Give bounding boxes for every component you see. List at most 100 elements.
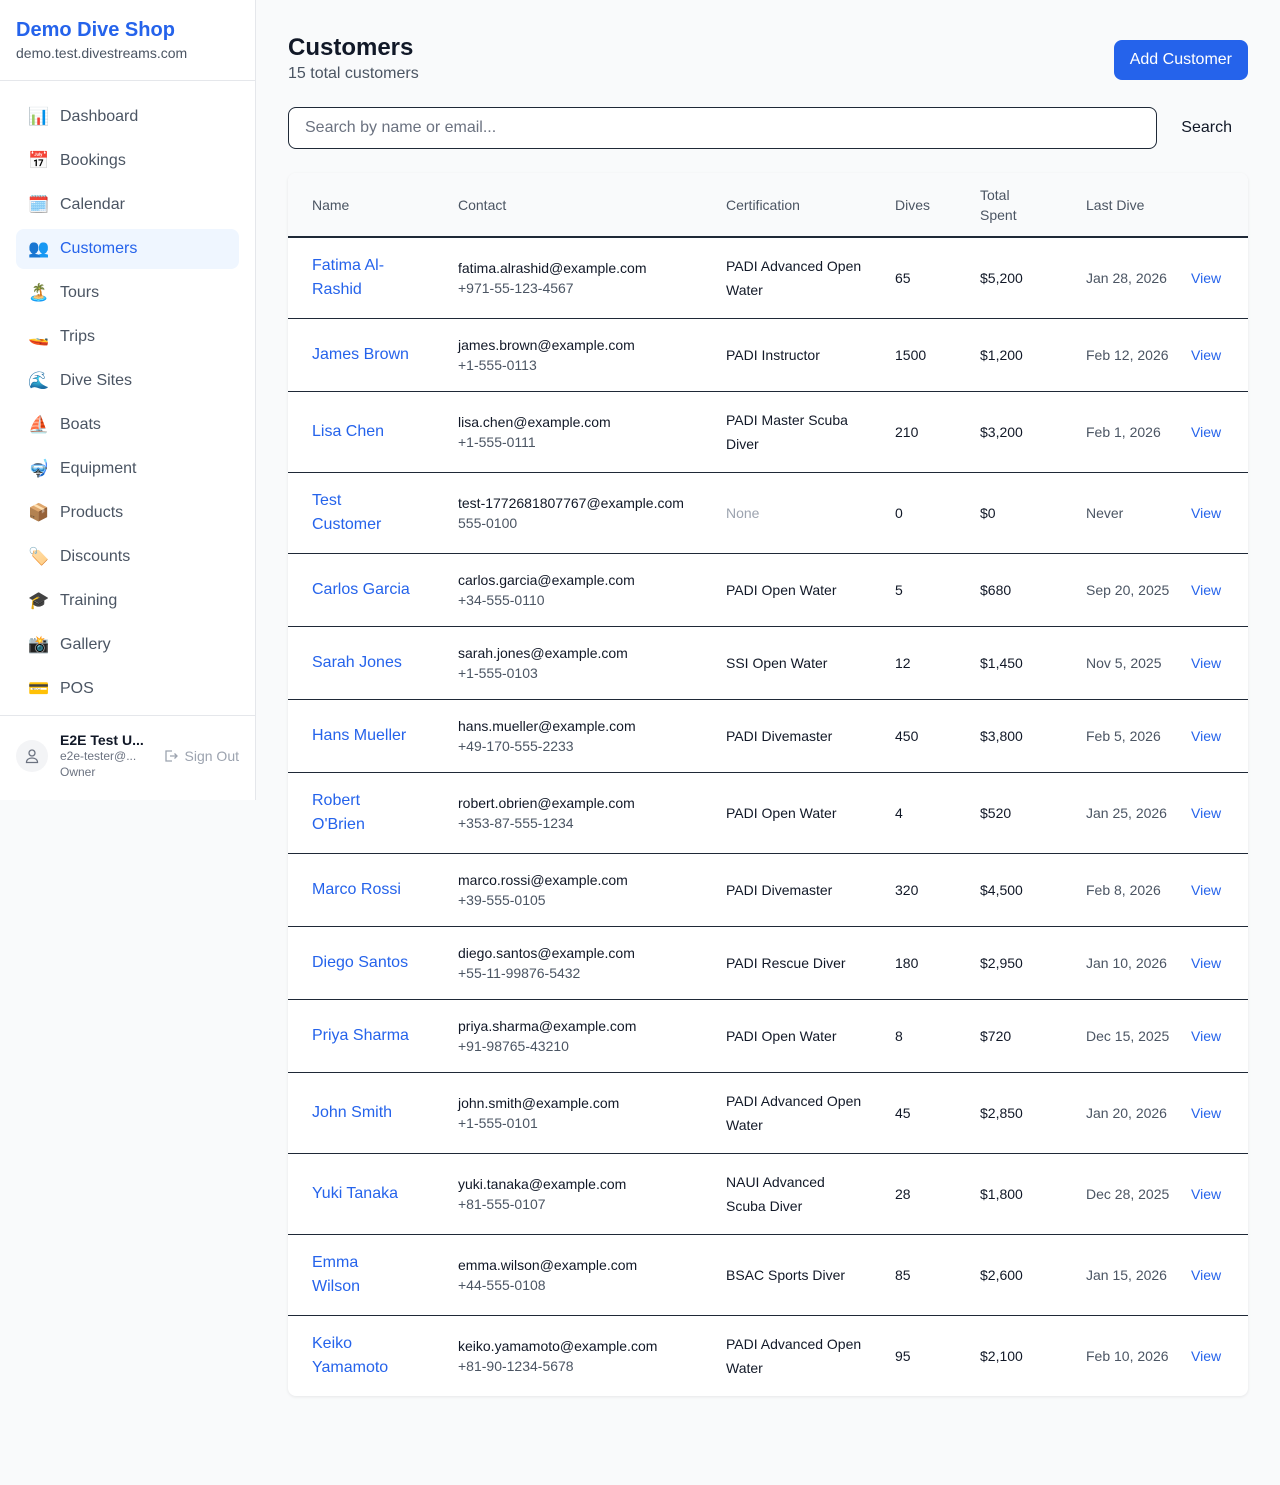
view-link[interactable]: View (1191, 1105, 1222, 1121)
customer-name-link[interactable]: Diego Santos (312, 954, 409, 971)
actions-cell: View (1191, 318, 1248, 392)
contact-cell: priya.sharma@example.com +91-98765-43210 (458, 999, 726, 1073)
total-spent: $2,100 (980, 1348, 1023, 1364)
sidebar-item-dive-sites[interactable]: 🌊 Dive Sites (16, 361, 239, 401)
sidebar-item-label: Gallery (60, 636, 111, 653)
customer-name-link[interactable]: Priya Sharma (312, 1027, 409, 1044)
search-button[interactable]: Search (1165, 119, 1248, 137)
view-link[interactable]: View (1191, 955, 1222, 971)
customer-email: yuki.tanaka@example.com (458, 1176, 627, 1192)
add-customer-button[interactable]: Add Customer (1113, 40, 1248, 80)
sidebar-item-trips[interactable]: 🚤 Trips (16, 317, 239, 357)
customer-name-link[interactable]: Marco Rossi (312, 881, 401, 898)
sidebar-item-calendar[interactable]: 🗓️ Calendar (16, 185, 239, 225)
table-row: Marco Rossi marco.rossi@example.com +39-55… (288, 853, 1248, 927)
user-email: e2e-tester@... (60, 749, 137, 763)
island-icon: 🏝️ (28, 283, 50, 302)
dives: 320 (895, 853, 980, 927)
certification: SSI Open Water (726, 626, 895, 700)
dives: 5 (895, 553, 980, 627)
customer-name-link[interactable]: Hans Mueller (312, 727, 407, 744)
dives: 210 (895, 391, 980, 473)
view-link[interactable]: View (1191, 1028, 1222, 1044)
customer-name-link[interactable]: John Smith (312, 1104, 393, 1121)
search-input[interactable] (288, 107, 1158, 149)
view-link[interactable]: View (1191, 655, 1222, 671)
total-spent: $2,600 (980, 1234, 1086, 1316)
dives: 0 (895, 472, 980, 554)
main-content: Customers 15 total customers Add Custome… (288, 32, 1248, 1396)
customer-phone: +55-11-99876-5432 (458, 965, 581, 981)
view-link[interactable]: View (1191, 270, 1222, 286)
customer-email: carlos.garcia@example.com (458, 572, 635, 588)
table-row: Fatima Al-Rashid fatima.alrashid@example.… (288, 237, 1248, 319)
sidebar-item-gallery[interactable]: 📸 Gallery (16, 625, 239, 665)
view-link[interactable]: View (1191, 1267, 1222, 1283)
table-row: Keiko Yamamoto keiko.yamamoto@example.com… (288, 1316, 1248, 1397)
sidebar-nav: 📊 Dashboard 📅 Bookings 🗓️ Calendar 👥 Customers 🏝… (0, 81, 255, 709)
customer-name-link[interactable]: Lisa Chen (312, 423, 385, 440)
customer-phone: 555-0100 (458, 515, 518, 531)
customer-name-link[interactable]: Yuki Tanaka (312, 1185, 398, 1202)
contact-cell: yuki.tanaka@example.com +81-555-0107 (458, 1153, 726, 1235)
view-link[interactable]: View (1191, 347, 1222, 363)
table-row: Test Customer test-1772681807767@example.… (288, 472, 1248, 554)
name-cell: Priya Sharma (288, 999, 458, 1073)
dives: 4 (895, 772, 980, 854)
total-spent: $4,500 (980, 853, 1086, 927)
customer-name-link[interactable]: Emma Wilson (312, 1254, 361, 1295)
view-link[interactable]: View (1191, 1348, 1222, 1364)
name-cell: John Smith (288, 1072, 458, 1154)
actions-cell: View (1191, 999, 1248, 1073)
sign-out-icon (164, 750, 178, 762)
view-link[interactable]: View (1191, 1186, 1222, 1202)
view-link[interactable]: View (1191, 505, 1222, 521)
actions-cell: View (1191, 1316, 1248, 1397)
sidebar-item-bookings[interactable]: 📅 Bookings (16, 141, 239, 181)
sidebar-item-tours[interactable]: 🏝️ Tours (16, 273, 239, 313)
customer-name-link[interactable]: Carlos Garcia (312, 581, 410, 598)
customer-name-link[interactable]: Robert O'Brien (312, 792, 365, 833)
sidebar-item-discounts[interactable]: 🏷️ Discounts (16, 537, 239, 577)
dives: 1500 (895, 318, 980, 392)
customer-name-link[interactable]: Test Customer (312, 492, 382, 533)
name-cell: Marco Rossi (288, 853, 458, 927)
view-link[interactable]: View (1191, 728, 1222, 744)
certification: PADI Advanced Open Water (726, 1072, 895, 1154)
sidebar-item-equipment[interactable]: 🤿 Equipment (16, 449, 239, 489)
last-dive: Dec 28, 2025 (1086, 1153, 1191, 1235)
customer-phone: +1-555-0101 (458, 1115, 538, 1131)
view-link[interactable]: View (1191, 424, 1222, 440)
contact-cell: fatima.alrashid@example.com +971-55-123-4… (458, 237, 726, 319)
customer-name-link[interactable]: Fatima Al-Rashid (312, 257, 385, 298)
sign-out-button[interactable]: Sign Out (163, 748, 239, 764)
view-link[interactable]: View (1191, 805, 1222, 821)
actions-cell: View (1191, 1153, 1248, 1235)
certification: PADI Open Water (726, 772, 895, 854)
view-link[interactable]: View (1191, 582, 1222, 598)
diving-mask-icon: 🤿 (28, 459, 50, 478)
name-cell: Yuki Tanaka (288, 1153, 458, 1235)
column-header (1191, 173, 1248, 238)
sidebar-item-products[interactable]: 📦 Products (16, 493, 239, 533)
customer-name-link[interactable]: James Brown (312, 346, 409, 363)
calendar-icon: 🗓️ (28, 195, 50, 214)
sidebar-item-boats[interactable]: ⛵ Boats (16, 405, 239, 445)
user-name: E2E Test U... (60, 732, 144, 748)
customer-email: fatima.alrashid@example.com (458, 260, 647, 276)
customer-email: sarah.jones@example.com (458, 645, 628, 661)
total-spent: $680 (980, 553, 1086, 627)
sidebar-item-customers[interactable]: 👥 Customers (16, 229, 239, 269)
contact-cell: test-1772681807767@example.com 555-0100 (458, 472, 726, 554)
sidebar-item-dashboard[interactable]: 📊 Dashboard (16, 97, 239, 137)
total-spent: $3,800 (980, 699, 1086, 773)
sidebar-item-pos[interactable]: 💳 POS (16, 669, 239, 709)
actions-cell: View (1191, 237, 1248, 319)
table-row: Sarah Jones sarah.jones@example.com +1-555… (288, 626, 1248, 700)
customer-name-link[interactable]: Keiko Yamamoto (312, 1335, 389, 1376)
sidebar-item-training[interactable]: 🎓 Training (16, 581, 239, 621)
shop-name[interactable]: Demo Dive Shop (16, 19, 175, 41)
dives: 450 (895, 699, 980, 773)
customer-name-link[interactable]: Sarah Jones (312, 654, 402, 671)
view-link[interactable]: View (1191, 882, 1222, 898)
